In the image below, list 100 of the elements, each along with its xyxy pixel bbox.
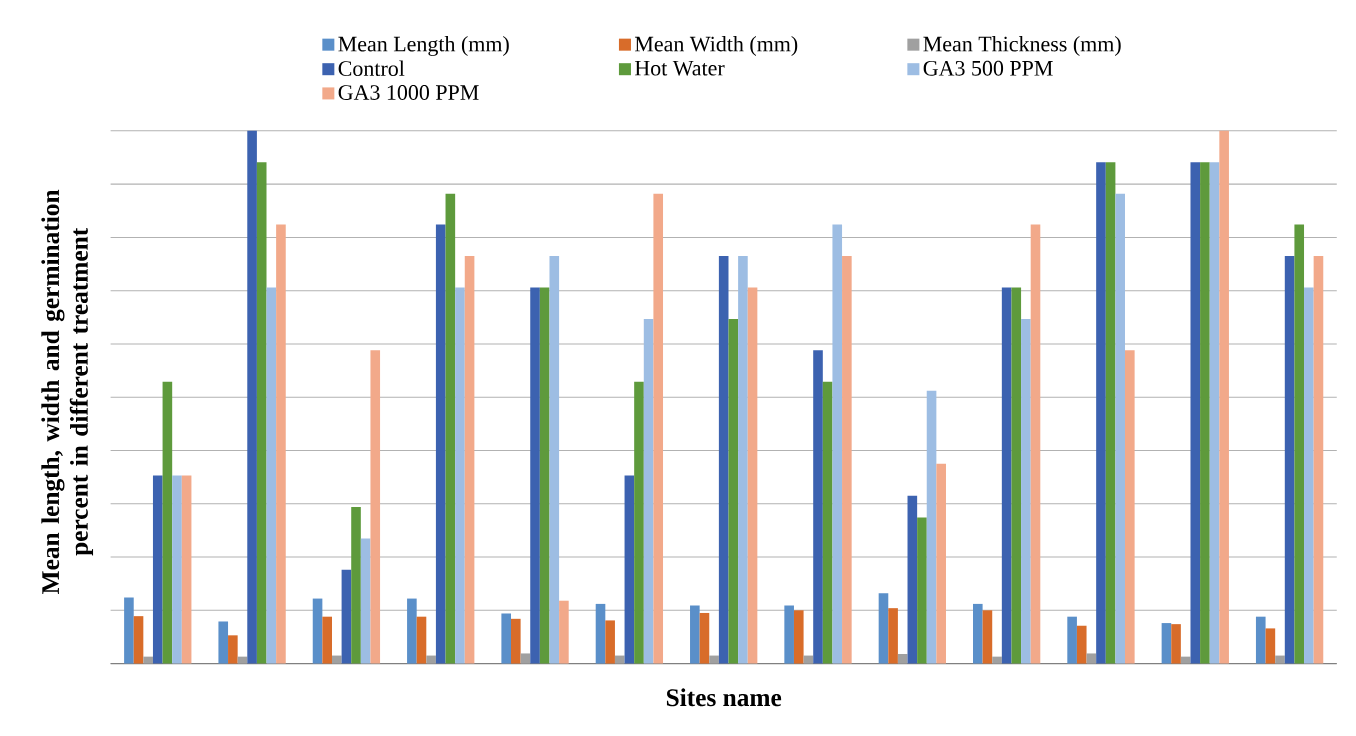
bar [1115, 193, 1126, 664]
legend-label: GA3 500 PPM [923, 61, 1053, 76]
bar [690, 605, 700, 664]
bar [936, 463, 946, 664]
bar [426, 655, 436, 664]
bar [926, 390, 937, 664]
bar [435, 224, 446, 664]
legend-label: Hot Water [634, 61, 725, 76]
bar [351, 507, 361, 664]
bar [416, 616, 427, 664]
bar [1190, 162, 1201, 664]
bar [445, 193, 456, 664]
bar [1265, 628, 1276, 664]
bar [455, 287, 465, 664]
legend-label: Mean Width (mm) [634, 36, 798, 57]
bar [1275, 655, 1285, 664]
bar [1001, 287, 1012, 664]
bar [237, 656, 248, 664]
legend-label: GA3 1000 PPM [338, 85, 479, 101]
bar [813, 350, 823, 664]
bar [699, 613, 710, 664]
bar [228, 635, 238, 664]
bar [917, 517, 927, 664]
bar [312, 598, 323, 664]
bar [842, 256, 852, 664]
bar [634, 381, 644, 664]
bar [407, 598, 417, 664]
bar [643, 319, 654, 664]
bar [511, 618, 521, 664]
bar [614, 655, 625, 664]
bar [1030, 224, 1041, 664]
bar [1021, 319, 1031, 664]
bar [360, 538, 371, 664]
bar [266, 287, 277, 664]
bar [897, 654, 908, 664]
bar [539, 287, 550, 664]
bar [1105, 162, 1116, 664]
bar [803, 655, 814, 664]
bar [747, 287, 758, 664]
bar [124, 597, 134, 664]
bar [709, 655, 719, 664]
bar [738, 256, 748, 664]
bar [1125, 350, 1135, 664]
bar [718, 256, 729, 664]
bar [1180, 656, 1191, 664]
bar [832, 224, 843, 664]
legend-label: Control [338, 60, 405, 77]
bar [822, 381, 833, 664]
bar [530, 287, 540, 664]
bar [595, 604, 606, 664]
bar [1219, 131, 1229, 664]
bar [972, 604, 983, 664]
bar [559, 600, 569, 664]
bar [982, 610, 993, 664]
bar [888, 608, 898, 664]
bar [256, 162, 267, 664]
bar [1096, 162, 1106, 664]
bar [162, 381, 173, 664]
bar [793, 610, 804, 664]
x-axis-title: Sites name [666, 688, 782, 707]
bar [133, 616, 144, 664]
bar [784, 605, 794, 664]
bar [322, 616, 332, 664]
bar [1200, 162, 1210, 664]
bar [143, 656, 153, 664]
bar [1171, 624, 1181, 664]
bar [1011, 287, 1022, 664]
bar [653, 193, 664, 664]
bar [1304, 287, 1314, 664]
bar [247, 131, 257, 664]
bar [1284, 256, 1295, 664]
bar [1255, 616, 1266, 664]
bar [1313, 256, 1324, 664]
bar [1086, 653, 1097, 664]
bar [728, 319, 739, 664]
legend-label: Mean Thickness (mm) [923, 36, 1121, 57]
bar [341, 569, 352, 664]
bar [464, 256, 475, 664]
bar [549, 256, 560, 664]
bar [218, 621, 229, 664]
legend-label: Mean Length (mm) [338, 36, 509, 57]
bar [1076, 625, 1087, 664]
bar [1161, 623, 1172, 664]
bar [181, 475, 192, 664]
bar [331, 655, 342, 664]
bar [878, 593, 889, 664]
bar [152, 475, 163, 664]
bar [907, 495, 918, 664]
bar [276, 224, 286, 664]
bar [501, 613, 511, 664]
bar [624, 475, 635, 664]
bar [992, 656, 1002, 664]
bar [1067, 616, 1077, 664]
bar [370, 350, 381, 664]
bar [1294, 224, 1305, 664]
bar [605, 620, 615, 664]
bar [520, 653, 531, 664]
bar [1209, 162, 1220, 664]
y-axis-title: Mean length, width and germination percent in different treatment [41, 189, 94, 595]
bar [172, 475, 182, 664]
